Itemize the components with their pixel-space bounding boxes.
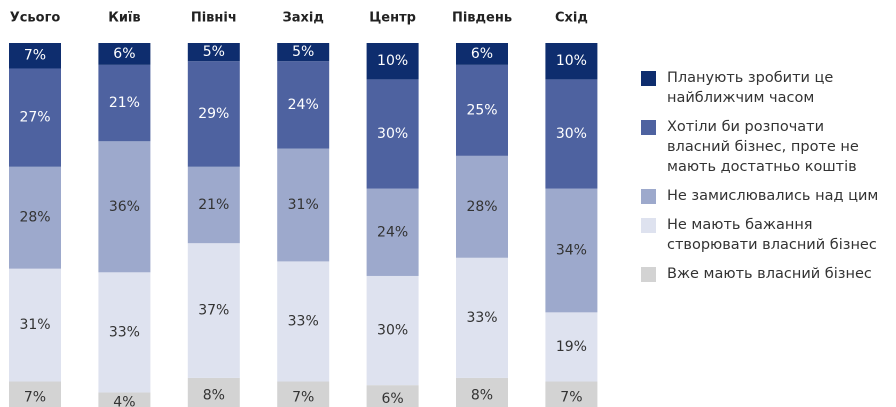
- bar-segment: [277, 61, 330, 149]
- bar-segment: [187, 61, 240, 167]
- legend-label: Хотіли би розпочати власний бізнес, прот…: [667, 119, 859, 175]
- bar-segment: [9, 166, 61, 269]
- value-label: 37%: [198, 303, 229, 319]
- value-label: 33%: [466, 310, 497, 326]
- legend-item: Не мають бажання створювати власний бізн…: [641, 215, 891, 255]
- legend-swatch: [641, 71, 656, 86]
- value-label: 24%: [377, 224, 408, 240]
- value-label: 34%: [556, 242, 587, 258]
- bar-segment: [98, 392, 151, 407]
- bar-segment: [456, 155, 508, 258]
- bar-segment: [545, 79, 598, 189]
- value-label: 28%: [466, 199, 497, 215]
- legend-item: Вже мають власний бізнес: [641, 264, 891, 284]
- bar-segment: [277, 261, 330, 382]
- bar-segment: [366, 79, 419, 189]
- value-label: 36%: [109, 199, 140, 215]
- legend-swatch: [641, 189, 656, 204]
- legend-item: Планують зробити це найближчим часом: [641, 68, 891, 108]
- bar-segment: [9, 268, 61, 382]
- value-label: 10%: [377, 53, 408, 69]
- legend-label: Не мають бажання створювати власний бізн…: [667, 217, 877, 253]
- value-label: 30%: [556, 126, 587, 142]
- bar-segment: [456, 64, 508, 156]
- value-label: 31%: [19, 317, 50, 333]
- value-label: 6%: [381, 391, 403, 407]
- bar-segment: [456, 377, 508, 407]
- bar-segment: [9, 43, 61, 69]
- bar-segment: [9, 68, 61, 167]
- value-label: 6%: [471, 46, 493, 62]
- value-label: 10%: [556, 53, 587, 69]
- bar-segment: [187, 243, 240, 378]
- bar-segment: [545, 43, 598, 80]
- bar-segment: [98, 64, 151, 142]
- value-label: 27%: [19, 110, 50, 126]
- value-label: 19%: [556, 339, 587, 355]
- bar-segment: [98, 272, 151, 393]
- value-label: 29%: [198, 106, 229, 122]
- bar-segment: [456, 257, 508, 378]
- value-label: 8%: [471, 387, 493, 403]
- category-label: Захід: [283, 11, 324, 26]
- category-label: Усього: [10, 11, 61, 26]
- bar-segment: [366, 275, 419, 386]
- value-label: 5%: [292, 44, 314, 60]
- value-label: 28%: [19, 210, 50, 226]
- bar-segment: [545, 312, 598, 382]
- value-label: 24%: [288, 97, 319, 113]
- bar-segment: [277, 148, 330, 262]
- bar-segment: [545, 381, 598, 407]
- category-label: Північ: [191, 11, 237, 26]
- bar-segment: [277, 43, 330, 62]
- bar-segment: [277, 381, 330, 407]
- legend-item: Не замислювались над цим: [641, 186, 891, 206]
- bar-segment: [98, 43, 151, 65]
- legend-label: Не замислювались над цим: [667, 188, 879, 204]
- bar-segment: [456, 43, 508, 65]
- value-label: 31%: [288, 197, 319, 213]
- value-label: 21%: [109, 95, 140, 111]
- legend-swatch: [641, 267, 656, 282]
- value-label: 6%: [113, 46, 135, 62]
- value-label: 25%: [466, 102, 497, 118]
- legend-label: Вже мають власний бізнес: [667, 266, 872, 282]
- value-label: 7%: [560, 389, 582, 405]
- category-label: Центр: [369, 11, 416, 26]
- value-label: 21%: [198, 197, 229, 213]
- value-label: 7%: [24, 48, 46, 64]
- category-label: Південь: [452, 11, 512, 26]
- bar-segment: [545, 188, 598, 313]
- category-label: Схід: [555, 11, 588, 26]
- legend-swatch: [641, 120, 656, 135]
- value-label: 4%: [113, 395, 135, 407]
- legend-item: Хотіли би розпочати власний бізнес, прот…: [641, 117, 891, 177]
- bar-segment: [187, 43, 240, 62]
- value-label: 30%: [377, 126, 408, 142]
- value-label: 5%: [203, 44, 225, 60]
- value-label: 7%: [24, 389, 46, 405]
- bar-segment: [187, 166, 240, 244]
- bar-segment: [187, 377, 240, 407]
- value-label: 8%: [203, 387, 225, 403]
- legend: Планують зробити це найближчим часом Хоті…: [641, 68, 891, 293]
- value-label: 33%: [288, 313, 319, 329]
- bar-segment: [366, 385, 419, 407]
- bar-segment: [98, 141, 151, 273]
- value-label: 30%: [377, 323, 408, 339]
- bar-segment: [9, 381, 61, 407]
- value-label: 7%: [292, 389, 314, 405]
- value-label: 33%: [109, 324, 140, 340]
- bar-segment: [366, 43, 419, 80]
- legend-label: Планують зробити це найближчим часом: [667, 70, 834, 106]
- legend-swatch: [641, 218, 656, 233]
- bar-segment: [366, 188, 419, 276]
- category-label: Київ: [108, 11, 140, 26]
